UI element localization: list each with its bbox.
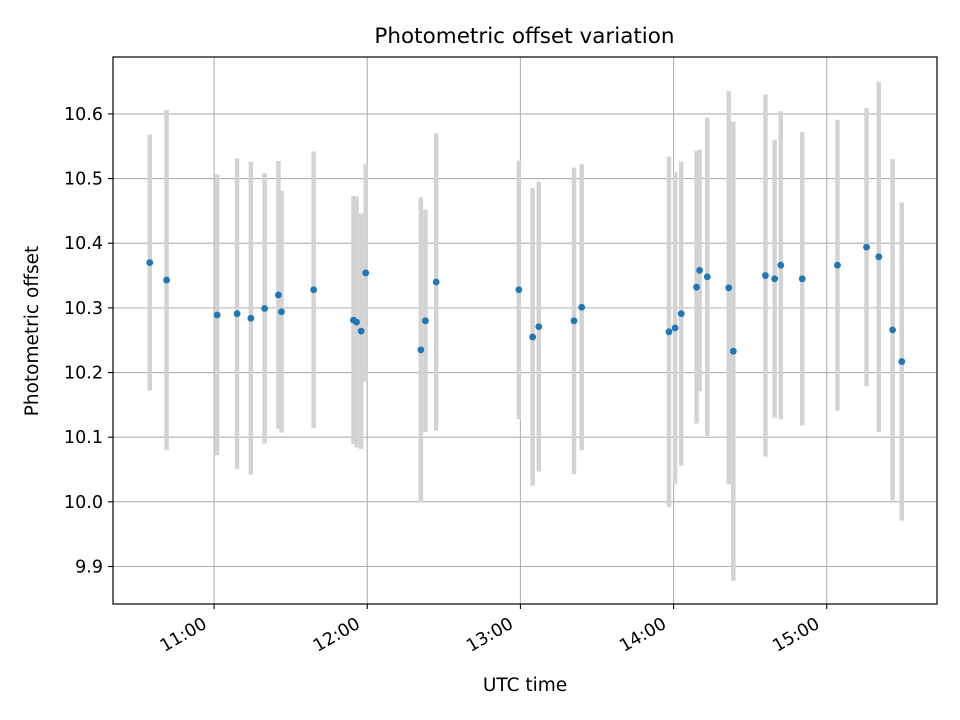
data-point	[693, 283, 700, 291]
data-point	[677, 310, 685, 318]
data-point	[213, 311, 221, 319]
data-point	[422, 317, 429, 325]
data-point	[863, 243, 870, 251]
data-point	[762, 272, 769, 279]
y-tick-label: 10.5	[64, 170, 103, 190]
data-point	[529, 333, 537, 341]
data-point	[729, 347, 737, 355]
data-point	[798, 275, 806, 283]
data-point	[163, 276, 171, 284]
y-tick-label: 10.2	[64, 364, 103, 384]
data-point	[696, 266, 704, 274]
data-point	[261, 305, 269, 312]
data-point	[417, 346, 425, 354]
data-point	[310, 286, 318, 294]
data-point	[233, 310, 241, 318]
data-point	[889, 326, 896, 334]
data-point	[578, 303, 586, 311]
data-point	[353, 318, 360, 326]
data-point	[703, 273, 711, 281]
grid-lines	[113, 57, 937, 604]
data-point	[771, 275, 779, 283]
y-tick-label: 10.0	[64, 493, 103, 513]
chart-title: Photometric offset variation	[374, 24, 674, 49]
data-point	[247, 314, 255, 322]
data-point	[278, 308, 285, 316]
y-axis-label: Photometric offset	[22, 246, 43, 417]
data-point	[535, 323, 543, 331]
data-point	[432, 278, 440, 286]
data-point	[834, 261, 841, 269]
data-point	[777, 261, 785, 269]
data-point	[275, 291, 282, 299]
data-point	[725, 284, 733, 292]
data-point	[570, 317, 578, 325]
y-tick-label: 10.1	[64, 428, 103, 448]
data-point	[362, 269, 370, 277]
data-point	[898, 358, 906, 365]
y-tick-label: 9.9	[75, 557, 103, 577]
data-point	[515, 286, 523, 294]
data-point	[875, 253, 883, 261]
y-tick-label: 10.4	[64, 234, 103, 254]
x-axis-label: UTC time	[483, 675, 567, 696]
data-point	[357, 327, 365, 335]
data-point	[146, 259, 154, 267]
data-point	[665, 328, 673, 336]
data-point	[671, 324, 679, 332]
y-tick-label: 10.3	[64, 299, 103, 319]
plot-frame	[112, 56, 938, 605]
y-tick-label: 10.6	[64, 105, 103, 125]
data-points	[146, 243, 906, 365]
